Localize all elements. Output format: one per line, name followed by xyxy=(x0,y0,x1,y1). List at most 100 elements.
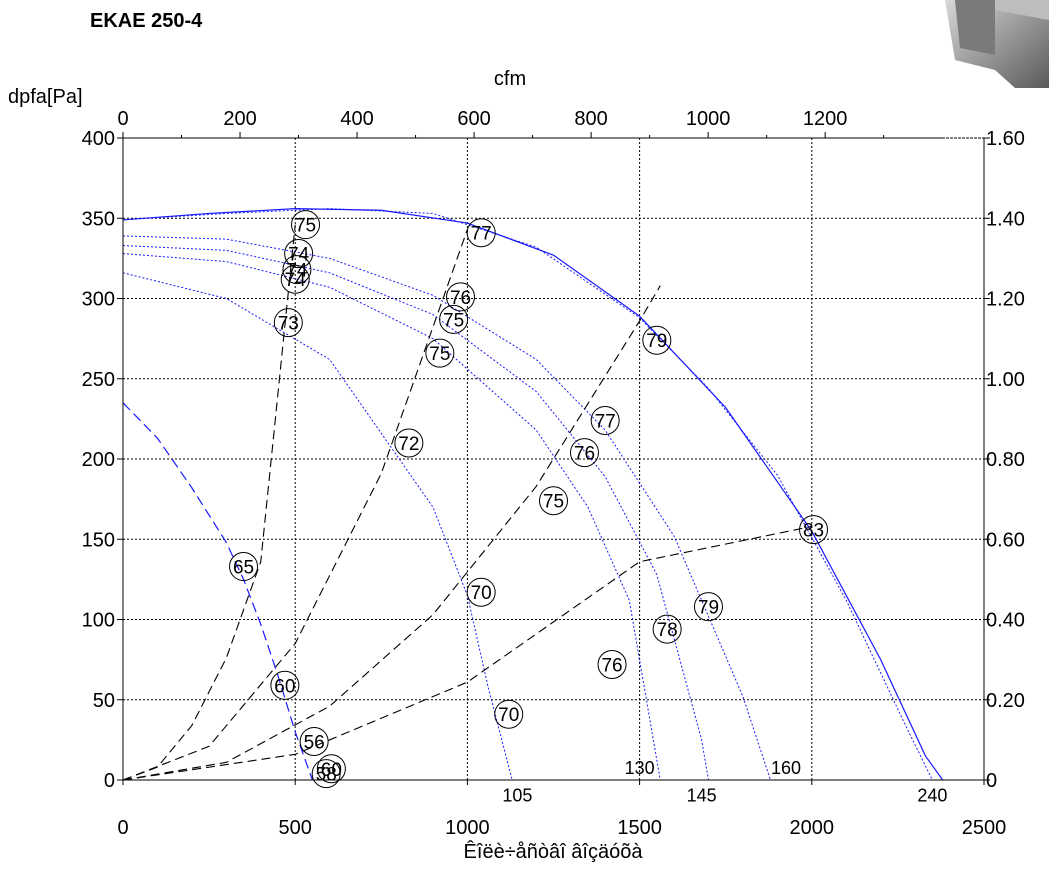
rpm-label: 105 xyxy=(502,785,532,805)
y-tick-label: 350 xyxy=(82,208,115,230)
x2-tick-label: 1200 xyxy=(803,108,848,130)
curve-label-circle xyxy=(642,325,672,355)
curve-label-text: 58 xyxy=(316,765,337,786)
system-curve xyxy=(122,229,468,781)
x2-tick-label: 600 xyxy=(457,108,490,130)
curve-label-circle xyxy=(466,218,496,248)
x2-axis-label: cfm xyxy=(494,68,526,90)
curve-label: 75 xyxy=(539,486,568,516)
curve-label-text: 79 xyxy=(698,598,719,619)
curve-label-circle xyxy=(229,552,259,582)
y2-tick-label: 0 xyxy=(986,770,997,792)
curve-label-text: 75 xyxy=(443,310,464,331)
curve-label: 76 xyxy=(597,649,627,679)
x-tick-label: 500 xyxy=(279,817,312,839)
y-tick-label: 200 xyxy=(82,449,115,471)
y2-tick-label: 0.40 xyxy=(986,610,1025,632)
fan-curve xyxy=(122,208,933,781)
curve-label: 77 xyxy=(466,218,496,248)
y-tick-label: 50 xyxy=(93,690,115,712)
y-tick-label: 100 xyxy=(82,610,115,632)
y2-tick-label: 0.20 xyxy=(986,690,1025,712)
x-tick-label: 2500 xyxy=(962,817,1007,839)
curve-label-circle xyxy=(466,577,496,607)
system-curve xyxy=(122,525,812,781)
y-tick-label: 400 xyxy=(82,128,115,150)
y2-tick-label: 0.80 xyxy=(986,449,1025,471)
curve-label-text: 70 xyxy=(498,705,519,726)
y-tick-label: 300 xyxy=(82,289,115,311)
curve-label-circle xyxy=(270,670,300,700)
curve-label-circle xyxy=(590,405,620,435)
curve-label-circle xyxy=(569,438,599,468)
curve-label-circle xyxy=(282,255,312,285)
curve-label-circle xyxy=(273,308,303,338)
curve-label: 75 xyxy=(425,338,455,368)
curve-label-text: 76 xyxy=(450,288,471,309)
curve-label-circle xyxy=(799,515,829,545)
curve-label-text: 74 xyxy=(285,270,307,291)
curve-label: 75 xyxy=(291,210,321,240)
fan-curve xyxy=(122,245,709,781)
curve-label-circle xyxy=(284,239,314,269)
curve-label: 65 xyxy=(229,552,259,582)
curve-label-text: 75 xyxy=(295,216,316,237)
x-tick-label: 1000 xyxy=(445,817,490,839)
fan-product-image xyxy=(945,0,1049,88)
chart-title: EKAE 250-4 xyxy=(90,10,203,32)
fan-curve xyxy=(122,253,661,781)
curve-label-text: 77 xyxy=(471,224,492,245)
x-tick-label: 1500 xyxy=(617,817,662,839)
curve-label-circle xyxy=(539,486,568,516)
curve-label-text: 72 xyxy=(398,434,419,455)
curve-label: 70 xyxy=(494,699,524,729)
curve-label: 60 xyxy=(270,670,300,700)
curve-label-text: 73 xyxy=(278,314,299,335)
curve-label: 75 xyxy=(439,304,469,334)
curve-label-circle xyxy=(291,210,321,240)
curve-label-text: 83 xyxy=(803,521,824,542)
curve-label: 83 xyxy=(799,515,829,545)
x2-tick-label: 800 xyxy=(574,108,607,130)
curve-label: 76 xyxy=(446,282,476,312)
min-curve xyxy=(122,402,313,781)
curve-label-circle xyxy=(693,592,723,622)
curve-label: 74 xyxy=(284,239,314,269)
x-tick-label: 2000 xyxy=(790,817,835,839)
y2-tick-label: 1.00 xyxy=(986,369,1025,391)
curve-label-circle xyxy=(446,282,476,312)
curve-label-text: 70 xyxy=(471,583,492,604)
curve-label: 73 xyxy=(273,308,303,338)
system-curve xyxy=(122,285,661,781)
curve-label-text: 79 xyxy=(646,331,667,352)
curve-label-text: 76 xyxy=(574,444,595,465)
rpm-label: 160 xyxy=(771,758,801,778)
x2-tick-label: 1000 xyxy=(686,108,731,130)
curve-label: 79 xyxy=(693,592,723,622)
curve-label-circle xyxy=(425,338,455,368)
y2-tick-label: 0.60 xyxy=(986,529,1025,551)
curve-label-circle xyxy=(652,614,682,644)
y-tick-label: 150 xyxy=(82,529,115,551)
curve-label-circle xyxy=(316,754,346,784)
x-axis-label: Êîëè÷åñòâî âîçäóõà xyxy=(464,840,644,863)
rpm-label: 145 xyxy=(687,785,717,805)
y-tick-label: 250 xyxy=(82,369,115,391)
curve-label-text: 75 xyxy=(429,344,450,365)
curve-label-text: 60 xyxy=(274,676,295,697)
curve-label-text: 56 xyxy=(304,732,325,753)
fan-curve xyxy=(122,208,944,781)
curve-label-text: 65 xyxy=(233,558,254,579)
curve-label: 78 xyxy=(652,614,682,644)
curve-label: 56 xyxy=(299,726,329,756)
curve-label: 76 xyxy=(569,438,599,468)
curve-label-circle xyxy=(280,264,310,294)
curve-label-text: 75 xyxy=(543,492,564,513)
y2-tick-label: 1.60 xyxy=(986,128,1025,150)
rpm-label: 130 xyxy=(625,758,655,778)
x2-tick-label: 0 xyxy=(117,108,128,130)
x-tick-label: 0 xyxy=(117,817,128,839)
